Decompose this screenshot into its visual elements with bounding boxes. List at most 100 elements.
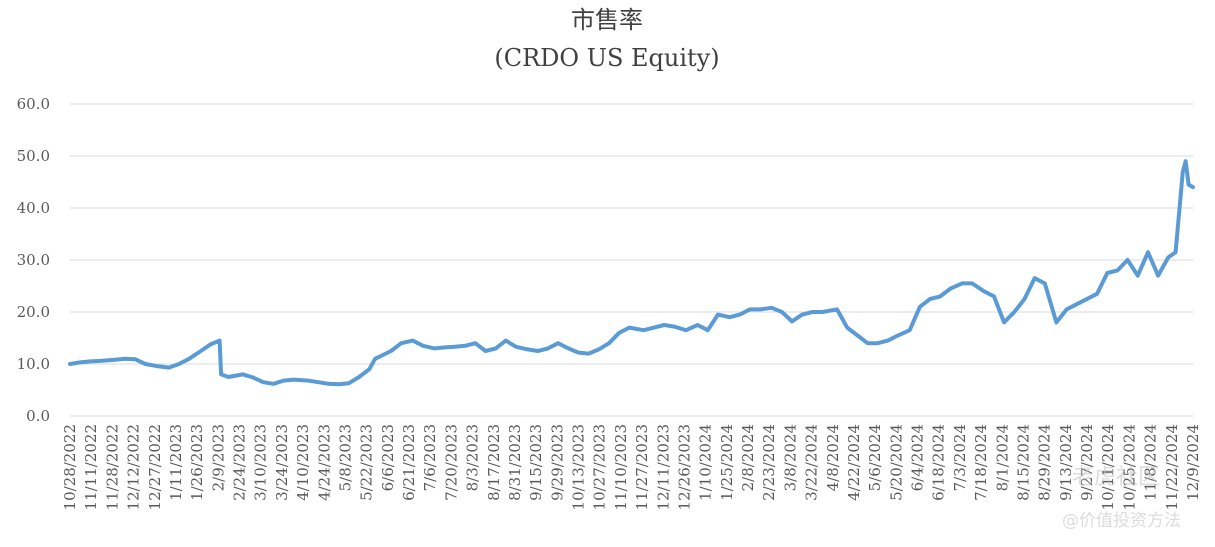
x-tick-label: 2/24/2023 <box>231 424 249 501</box>
data-point <box>820 310 825 314</box>
data-point <box>938 294 942 298</box>
y-tick-label: 40.0 <box>17 199 50 217</box>
x-tick-label: 5/6/2024 <box>866 424 884 491</box>
data-point <box>652 326 656 330</box>
x-tick-label: 9/27/2024 <box>1078 424 1096 501</box>
data-point <box>1115 268 1120 272</box>
data-point <box>463 344 467 348</box>
x-tick-label: 11/8/2024 <box>1142 424 1160 501</box>
data-point <box>327 382 331 386</box>
data-point <box>357 375 361 379</box>
data-point <box>177 362 181 366</box>
data-point <box>896 333 900 337</box>
x-tick-label: 5/20/2024 <box>887 424 905 501</box>
data-point <box>98 359 103 363</box>
data-point <box>587 352 591 356</box>
x-tick-label: 3/8/2024 <box>781 424 799 491</box>
data-point <box>845 326 849 330</box>
data-point <box>226 375 230 379</box>
data-point <box>473 341 477 345</box>
x-tick-label: 8/1/2024 <box>993 424 1011 491</box>
data-point <box>960 281 964 285</box>
data-point <box>627 326 631 330</box>
x-tick-label: 10/27/2023 <box>591 424 609 510</box>
x-tick-label: 8/17/2023 <box>485 424 503 501</box>
data-point <box>1054 320 1058 324</box>
x-tick-label: 12/26/2023 <box>675 424 693 510</box>
data-point <box>443 345 447 349</box>
watermark: 老虎社区 @价值投资方法 <box>1062 465 1181 531</box>
data-point <box>607 341 611 345</box>
data-point <box>835 307 839 311</box>
data-point <box>597 347 601 351</box>
data-point <box>800 313 804 317</box>
x-tick-label: 6/18/2024 <box>930 424 948 501</box>
data-point <box>1166 255 1170 259</box>
y-axis-ticks: 0.0 10.0 20.0 30.0 40.0 50.0 60.0 <box>17 95 50 425</box>
data-point <box>536 349 540 353</box>
data-point <box>970 281 974 285</box>
data-point <box>790 319 794 323</box>
data-point <box>88 359 92 363</box>
data-point <box>251 375 255 380</box>
data-point <box>199 349 203 353</box>
data-point <box>566 346 570 350</box>
data-point <box>617 331 621 335</box>
x-tick-label: 3/24/2023 <box>273 424 291 501</box>
chart-title: 市售率 <box>571 6 643 34</box>
x-tick-label: 5/22/2023 <box>358 424 376 501</box>
x-tick-label: 1/26/2023 <box>188 424 206 501</box>
chart-subtitle: (CRDO US Equity) <box>494 44 719 72</box>
data-point <box>576 351 581 355</box>
x-tick-label: 8/29/2024 <box>1036 424 1054 501</box>
data-point <box>948 287 953 291</box>
data-point <box>866 341 870 345</box>
x-tick-label: 9/13/2024 <box>1057 424 1075 501</box>
x-tick-label: 1/10/2024 <box>697 424 715 501</box>
data-point <box>187 357 191 361</box>
data-point <box>167 366 171 370</box>
watermark-community: 老虎社区 <box>1072 465 1160 490</box>
x-tick-label: 6/21/2023 <box>400 424 418 501</box>
data-point <box>1065 307 1069 311</box>
x-tick-label: 7/6/2023 <box>421 424 439 491</box>
y-tick-label: 10.0 <box>17 355 50 373</box>
data-point <box>411 339 415 343</box>
x-axis-ticks: 10/28/2022 11/11/2022 11/28/2022 12/12/2022… <box>61 424 1202 510</box>
data-point <box>642 328 646 332</box>
x-tick-label: 1/11/2023 <box>167 424 185 501</box>
data-point <box>1043 281 1047 285</box>
x-tick-label: 12/12/2022 <box>125 424 143 510</box>
x-tick-label: 8/15/2024 <box>1014 424 1032 501</box>
x-tick-label: 12/27/2022 <box>146 424 164 510</box>
data-point <box>306 379 310 383</box>
data-point <box>271 382 275 386</box>
data-point <box>1022 297 1027 301</box>
data-point <box>662 323 666 327</box>
x-tick-label: 9/29/2023 <box>548 424 566 501</box>
data-point <box>123 357 127 361</box>
data-point <box>433 346 437 350</box>
data-point <box>982 289 986 293</box>
data-point <box>209 342 213 346</box>
x-tick-label: 10/28/2022 <box>61 424 79 510</box>
data-point <box>389 349 393 353</box>
data-point <box>133 357 137 361</box>
data-point <box>758 307 762 311</box>
data-point <box>347 381 351 385</box>
data-point <box>483 349 488 353</box>
data-point <box>282 379 286 383</box>
y-tick-label: 0.0 <box>26 407 50 425</box>
x-tick-label: 4/22/2024 <box>845 424 863 501</box>
data-point <box>261 380 265 384</box>
data-point <box>1136 274 1140 278</box>
data-point <box>696 323 700 327</box>
data-point <box>672 325 677 329</box>
data-point <box>1181 170 1185 174</box>
x-tick-label: 10/11/2024 <box>1099 424 1117 510</box>
data-point <box>556 341 560 345</box>
x-tick-label: 3/22/2024 <box>803 424 821 501</box>
data-point <box>399 341 403 345</box>
data-point <box>780 310 784 314</box>
